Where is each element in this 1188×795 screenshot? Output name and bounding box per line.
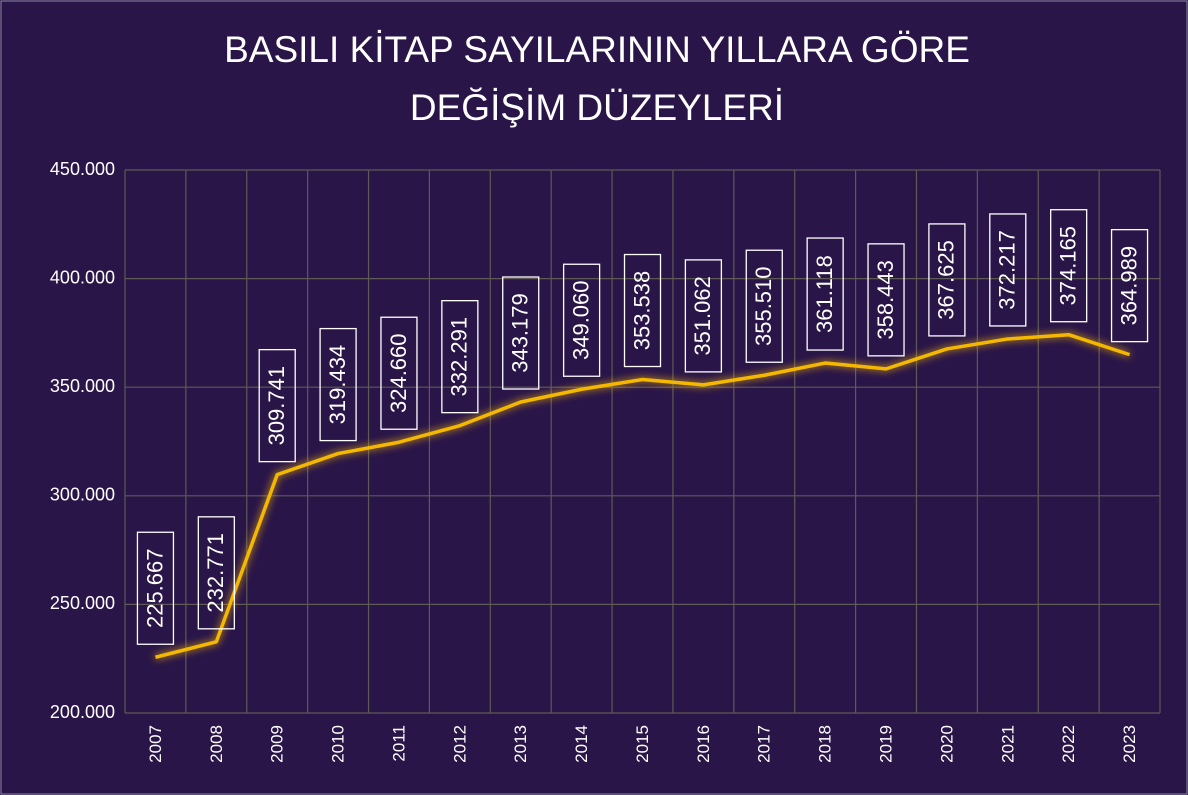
x-tick-label: 2013	[511, 725, 530, 763]
data-label-box	[502, 276, 540, 390]
x-tick-label: 2009	[268, 725, 287, 763]
data-label-box	[197, 516, 235, 630]
x-tick-label: 2021	[998, 725, 1017, 763]
data-label-box	[258, 348, 296, 463]
y-tick-label: 300.000	[50, 485, 115, 505]
data-label-box	[806, 237, 844, 351]
x-tick-label: 2008	[207, 725, 226, 763]
data-label: 364.989	[1116, 246, 1141, 326]
data-label: 225.667	[142, 548, 167, 628]
chart-title: BASILI KİTAP SAYILARININ YILLARA GÖRE	[224, 29, 970, 70]
data-label: 372.217	[995, 230, 1020, 310]
data-label: 319.434	[325, 345, 350, 425]
y-tick-label: 450.000	[50, 159, 115, 179]
x-tick-label: 2023	[1120, 725, 1139, 763]
data-label: 343.179	[508, 293, 533, 373]
x-tick-label: 2020	[937, 725, 956, 763]
y-tick-label: 350.000	[50, 376, 115, 396]
x-tick-label: 2007	[146, 725, 165, 763]
data-label-box	[441, 300, 479, 414]
data-label-box	[989, 213, 1027, 327]
data-label: 358.443	[873, 260, 898, 340]
y-tick-label: 200.000	[50, 702, 115, 722]
line	[155, 332, 1131, 659]
x-tick-label: 2015	[633, 725, 652, 763]
data-label-box	[319, 327, 357, 442]
data-label-box	[562, 263, 601, 377]
data-label-box	[380, 316, 418, 430]
y-tick-label: 250.000	[50, 593, 115, 613]
data-label: 309.741	[264, 366, 289, 446]
data-label: 367.625	[934, 240, 959, 320]
data-label: 361.118	[812, 255, 837, 333]
data-label-box	[745, 249, 783, 363]
data-label: 324.660	[386, 333, 411, 413]
chart-title: DEĞİŞİM DÜZEYLERİ	[410, 87, 784, 128]
data-label-box	[928, 223, 966, 337]
data-label: 232.771	[203, 533, 228, 613]
data-label-box	[684, 259, 723, 373]
data-label: 374.165	[1055, 226, 1080, 306]
data-label: 332.291	[447, 317, 472, 397]
data-label-box	[136, 531, 175, 645]
data-label-box	[1050, 209, 1088, 323]
x-tick-label: 2014	[572, 725, 591, 763]
x-tick-label: 2019	[877, 725, 896, 763]
data-label-box	[1110, 228, 1149, 343]
x-tick-label: 2022	[1059, 725, 1078, 763]
data-label-box	[623, 253, 662, 368]
x-tick-label: 2017	[755, 725, 774, 763]
data-label: 355.510	[751, 266, 776, 346]
data-label-box	[867, 243, 905, 357]
x-tick-label: 2010	[329, 725, 348, 763]
x-tick-label: 2018	[816, 725, 835, 763]
x-tick-label: 2016	[694, 725, 713, 763]
data-label: 353.538	[629, 271, 654, 351]
data-label: 351.062	[690, 276, 715, 356]
x-tick-label: 2011	[389, 725, 408, 762]
x-tick-label: 2012	[450, 725, 469, 763]
y-tick-label: 400.000	[50, 267, 115, 287]
data-label: 349.060	[568, 280, 593, 360]
